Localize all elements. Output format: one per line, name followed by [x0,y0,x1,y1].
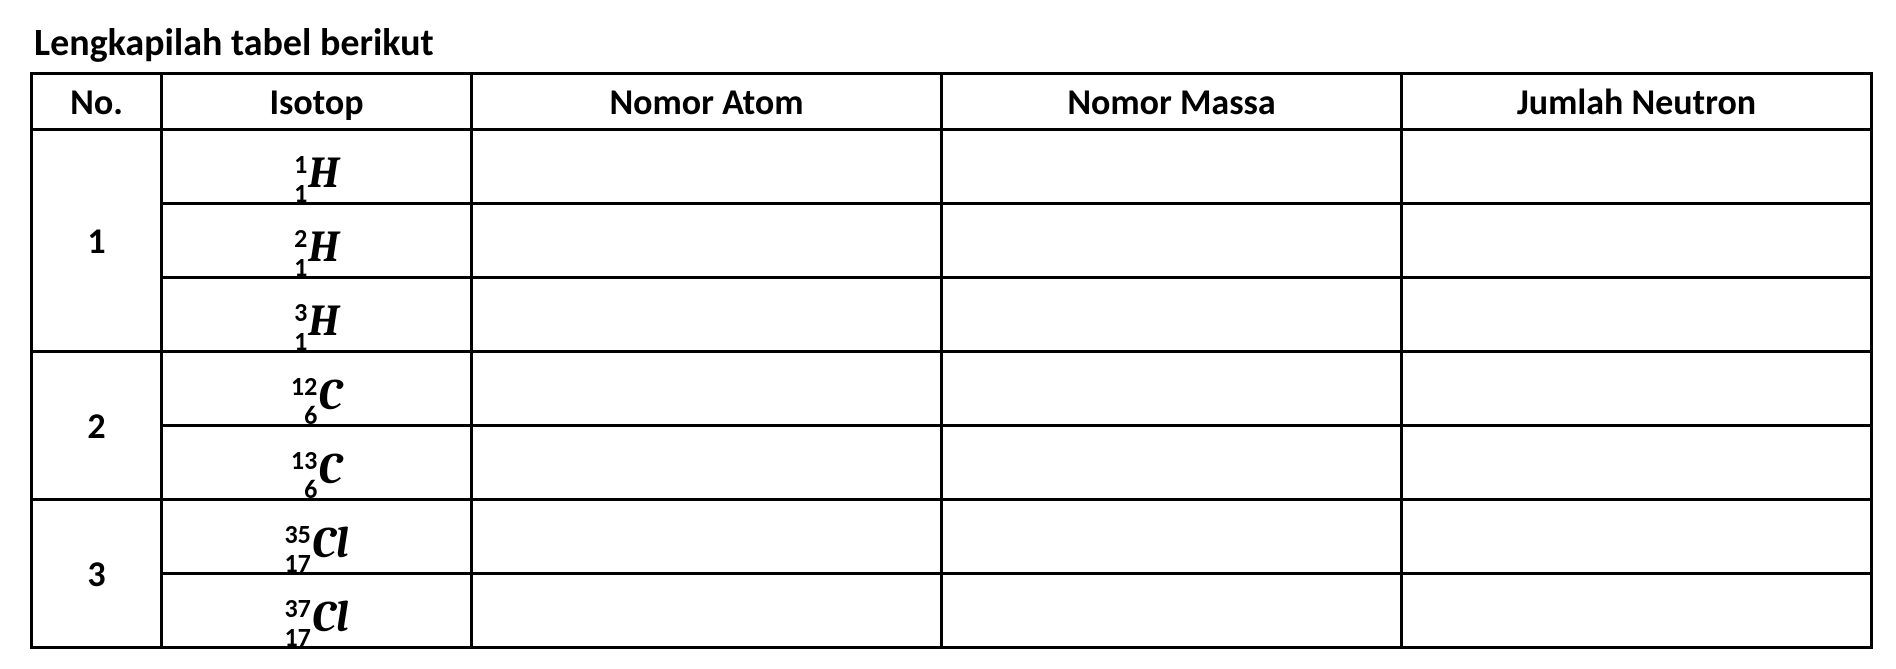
atomic-subscript: 17 [284,629,310,645]
mass-number-cell [942,130,1402,204]
neutron-count-cell [1402,278,1872,352]
header-atomic-number: Nomor Atom [472,74,942,130]
header-mass-number: Nomor Massa [942,74,1402,130]
atomic-subscript: 6 [304,481,317,497]
atomic-subscript: 1 [294,259,307,275]
isotope-cell: 1 1H [162,130,472,204]
isotope-cell: 35 17Cl [162,500,472,574]
mass-superscript: 1 [294,156,307,172]
neutron-count-cell [1402,130,1872,204]
table-row: 3 1H [32,278,1872,352]
isotope-cell: 2 1H [162,204,472,278]
atomic-number-cell [472,426,942,500]
isotope-cell: 3 1H [162,278,472,352]
row-number: 1 [32,130,162,352]
header-neutron-count: Jumlah Neutron [1402,74,1872,130]
mass-number-cell [942,574,1402,648]
table-row: 13 6C [32,426,1872,500]
isotope-cell: 13 6C [162,426,472,500]
table-body: 111H21H31H2126C136C33517Cl3717Cl [32,130,1872,648]
neutron-count-cell [1402,204,1872,278]
atomic-number-cell [472,130,942,204]
element-symbol: H [308,229,339,264]
isotope-cell: 12 6C [162,352,472,426]
element-symbol: H [308,155,339,190]
table-header-row: No. Isotop Nomor Atom Nomor Massa Jumlah… [32,74,1872,130]
atomic-number-cell [472,352,942,426]
element-symbol: Cl [312,525,349,560]
header-no: No. [32,74,162,130]
neutron-count-cell [1402,426,1872,500]
table-row: 2 1H [32,204,1872,278]
atomic-number-cell [472,574,942,648]
atomic-subscript: 17 [284,555,310,571]
mass-number-cell [942,278,1402,352]
mass-superscript: 13 [291,452,317,468]
isotope-table: No. Isotop Nomor Atom Nomor Massa Jumlah… [30,72,1873,649]
mass-number-cell [942,204,1402,278]
header-isotope: Isotop [162,74,472,130]
table-row: 2126C [32,352,1872,426]
atomic-subscript: 1 [294,333,307,349]
mass-superscript: 12 [291,378,317,394]
isotope-cell: 37 17Cl [162,574,472,648]
table-row: 33517Cl [32,500,1872,574]
mass-superscript: 35 [284,526,310,542]
element-symbol: C [318,451,342,486]
mass-superscript: 37 [284,600,310,616]
mass-superscript: 2 [294,230,307,246]
atomic-subscript: 6 [304,407,317,423]
neutron-count-cell [1402,500,1872,574]
mass-superscript: 3 [294,304,307,320]
neutron-count-cell [1402,574,1872,648]
row-number: 3 [32,500,162,648]
mass-number-cell [942,352,1402,426]
row-number: 2 [32,352,162,500]
element-symbol: H [308,303,339,338]
element-symbol: Cl [312,599,349,634]
neutron-count-cell [1402,352,1872,426]
table-row: 11 1H [32,130,1872,204]
page-title: Lengkapilah tabel berikut [30,20,1866,66]
mass-number-cell [942,426,1402,500]
atomic-number-cell [472,204,942,278]
atomic-subscript: 1 [294,185,307,201]
atomic-number-cell [472,500,942,574]
table-row: 37 17Cl [32,574,1872,648]
atomic-number-cell [472,278,942,352]
element-symbol: C [318,377,342,412]
mass-number-cell [942,500,1402,574]
